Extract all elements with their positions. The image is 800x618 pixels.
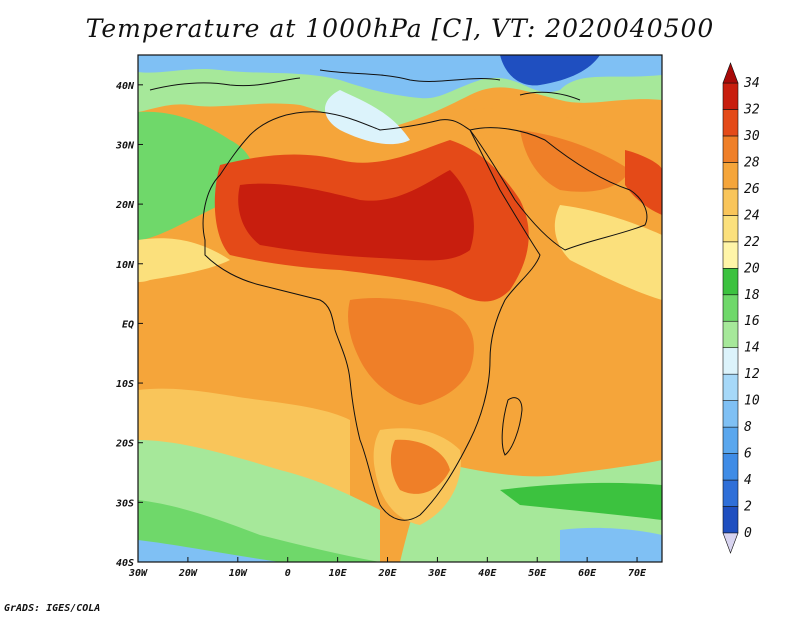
colorbar-label: 16 <box>744 314 760 329</box>
africa-outline <box>202 111 541 521</box>
colorbar-band <box>722 506 739 534</box>
colorbar-band <box>722 426 739 454</box>
colorbar-label: 30 <box>743 129 760 144</box>
colorbar-label: 8 <box>744 420 752 435</box>
europe-coast <box>149 69 581 101</box>
colorbar-label: 32 <box>743 102 760 117</box>
temperature-field <box>138 55 662 562</box>
colorbar-overflow <box>722 62 739 84</box>
y-tick-label: 20S <box>115 439 134 450</box>
colorbar-band <box>722 453 739 481</box>
field-south-cold <box>138 540 280 562</box>
colorbar-band <box>722 109 739 137</box>
arabia-outline <box>469 127 648 251</box>
colorbar-label: 10 <box>744 394 760 409</box>
y-tick-label: 40N <box>116 81 135 92</box>
colorbar-band <box>722 347 739 375</box>
colorbar-label: 4 <box>744 473 752 488</box>
colorbar-label: 34 <box>743 76 760 91</box>
field-central-africa <box>348 298 474 405</box>
field-west-coast <box>138 111 254 240</box>
field-libya-cool <box>325 90 410 145</box>
colorbar-band <box>722 479 739 507</box>
field-west-ocean <box>138 238 230 282</box>
colorbar-label: 24 <box>744 208 760 223</box>
colorbar-band <box>722 267 739 296</box>
colorbar-band <box>722 241 739 269</box>
x-tick-label: 10E <box>329 568 348 579</box>
x-tick-label: 10W <box>229 568 248 579</box>
colorbar-label: 12 <box>744 367 760 382</box>
colorbar-label: 26 <box>744 182 760 197</box>
footer-credit: GrADS: IGES/COLA <box>4 603 101 614</box>
x-tick-label: 30W <box>128 568 148 579</box>
field-south-ocean-deep-green <box>138 500 380 562</box>
y-tick-label: 10S <box>116 379 134 390</box>
colorbar-label: 0 <box>744 526 752 541</box>
field-iran-hot <box>625 150 662 215</box>
colorbar-band <box>722 188 739 216</box>
colorbar-label: 18 <box>744 288 760 303</box>
map-title: Temperature at 1000hPa [C], VT: 20200405… <box>85 14 715 43</box>
x-tick-label: 70E <box>628 568 647 579</box>
y-tick-label: 10N <box>116 260 135 271</box>
y-tick-label: EQ <box>122 319 134 330</box>
plot-frame <box>137 54 663 563</box>
colorbar-band <box>722 135 739 163</box>
colorbar-label: 14 <box>744 341 760 356</box>
colorbar-band <box>722 400 739 428</box>
colorbar-band <box>722 320 739 349</box>
x-tick-label: 60E <box>578 568 597 579</box>
x-tick-label: 50E <box>528 568 547 579</box>
field-south-indian-cold <box>560 527 662 562</box>
y-tick-label: 40S <box>116 558 134 569</box>
x-tick-label: 0 <box>285 568 291 579</box>
x-tick-label: 40E <box>478 568 497 579</box>
colorbar-label: 28 <box>744 155 760 170</box>
field-kalahari <box>390 439 450 494</box>
y-tick-label: 30N <box>115 140 135 151</box>
y-tick-label: 20N <box>115 200 135 211</box>
y-tick-label: 30S <box>115 498 134 509</box>
colorbar-band <box>722 82 739 110</box>
field-cold-core <box>500 55 600 86</box>
x-tick-label: 20E <box>377 568 397 579</box>
colorbar-label: 22 <box>744 235 760 250</box>
coastlines <box>149 69 648 521</box>
x-tick-label: 20W <box>178 568 198 579</box>
colorbar-label: 6 <box>744 447 752 462</box>
colorbar-underflow <box>722 532 739 554</box>
x-tick-label: 30E <box>427 568 447 579</box>
axis-ticks: 30W 20W 10W 0 10E 20E 30E 40E 50E 60E 70E 40N 30N 20N… <box>115 81 647 579</box>
field-sahara-core <box>238 170 474 261</box>
colorbar-band <box>722 215 739 243</box>
colorbar-label: 20 <box>744 261 760 276</box>
field-south-indian-green <box>500 482 662 520</box>
field-arabia-hot <box>520 130 630 192</box>
colorbar-band <box>722 373 739 401</box>
madagascar-outline <box>501 397 523 456</box>
colorbar-band <box>722 162 739 190</box>
colorbar-band <box>722 294 739 322</box>
colorbar-label: 2 <box>744 500 752 515</box>
